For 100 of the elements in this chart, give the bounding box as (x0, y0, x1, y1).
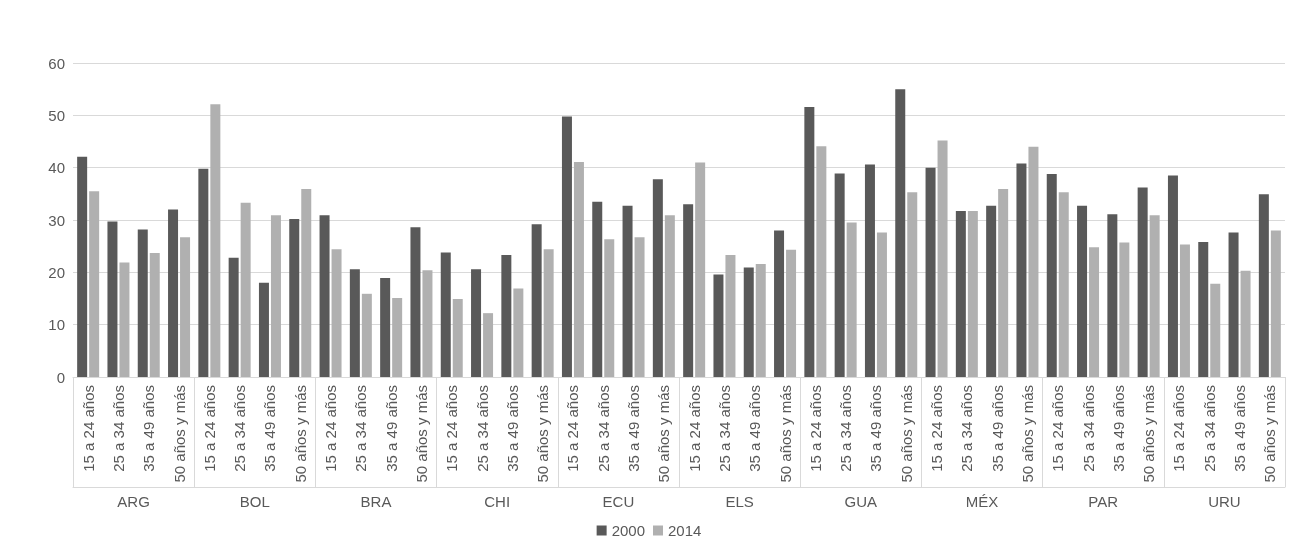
x-tick-label: 15 a 24 años (928, 385, 946, 472)
bar (573, 161, 584, 377)
x-tick-label: 25 a 34 años (352, 385, 370, 472)
x-tick-label: 50 años y más (291, 385, 309, 483)
y-tick-label: 10 (48, 316, 65, 334)
bar (925, 167, 936, 377)
bar (1028, 146, 1039, 377)
bar (513, 288, 524, 377)
y-tick-label: 30 (48, 211, 65, 229)
bar (198, 168, 209, 377)
bar (483, 313, 494, 377)
bar (937, 140, 948, 377)
bar (380, 278, 391, 377)
x-tick-label: 50 años y más (1140, 385, 1158, 483)
x-tick-label: 25 a 34 años (958, 385, 976, 472)
y-tick-label: 40 (48, 159, 65, 177)
bar (986, 205, 997, 377)
bar (1228, 232, 1239, 377)
bar (652, 179, 663, 377)
legend-label: 2000 (611, 522, 646, 539)
bar (1179, 244, 1190, 377)
bar (168, 209, 179, 377)
x-tick-label: 35 a 49 años (503, 385, 521, 472)
bar (270, 215, 281, 377)
bar (422, 270, 433, 377)
x-tick-label: 50 años y más (534, 385, 552, 483)
x-tick-label: 35 a 49 años (746, 385, 764, 472)
x-tick-label: 25 a 34 años (1079, 385, 1097, 472)
bar (713, 274, 724, 377)
bar (876, 232, 887, 377)
bar (501, 255, 512, 377)
bar (361, 293, 372, 377)
bar (1137, 187, 1148, 377)
x-tick-label: 50 años y más (1261, 385, 1279, 483)
bar (816, 146, 827, 377)
bar (89, 191, 100, 377)
x-tick-label: 50 años y más (412, 385, 430, 483)
bar (440, 252, 451, 377)
text: URU (1208, 493, 1241, 510)
x-tick-label: 25 a 34 años (473, 385, 491, 472)
y-tick-label: 60 (48, 54, 65, 72)
bar (998, 189, 1009, 377)
bar (955, 211, 966, 377)
bar (592, 201, 603, 377)
bar (410, 227, 421, 377)
y-tick-label: 20 (48, 263, 65, 281)
bar (1046, 173, 1057, 377)
x-tick-label: 15 a 24 años (200, 385, 218, 472)
bar (1119, 242, 1130, 377)
x-tick-label: 15 a 24 años (806, 385, 824, 472)
x-tick-label: 25 a 34 años (231, 385, 249, 472)
bar (1077, 205, 1088, 377)
bar (622, 205, 633, 377)
bar (664, 215, 675, 377)
bar (319, 215, 330, 377)
bar (755, 263, 766, 377)
bar (543, 249, 554, 377)
x-tick-label: 35 a 49 años (140, 385, 158, 472)
bar (1107, 214, 1118, 377)
x-tick-label: 25 a 34 años (715, 385, 733, 472)
x-tick-label: 50 años y más (170, 385, 188, 483)
bar (210, 104, 221, 377)
bar (1058, 192, 1069, 377)
bar (683, 204, 694, 377)
x-tick-label: 15 a 24 años (443, 385, 461, 472)
bar (895, 89, 906, 377)
bar (1198, 241, 1209, 377)
text: ECU (602, 493, 635, 510)
bar (907, 192, 918, 377)
bar (786, 249, 797, 377)
bar (119, 262, 130, 377)
x-tick-label: 15 a 24 años (685, 385, 703, 472)
bar (834, 173, 845, 377)
bar (471, 269, 482, 377)
bar (107, 221, 118, 377)
bar (137, 229, 148, 377)
bar (258, 282, 269, 377)
bar (531, 224, 542, 377)
bar (1258, 194, 1269, 377)
bar (1016, 163, 1027, 377)
bar (561, 116, 572, 377)
x-tick-label: 15 a 24 años (79, 385, 97, 472)
bar (228, 257, 239, 377)
x-tick-label: 25 a 34 años (109, 385, 127, 472)
x-tick-label: 15 a 24 años (322, 385, 340, 472)
text: MÉX (965, 493, 999, 510)
bar (77, 156, 88, 377)
bar (301, 189, 312, 377)
x-tick-label: 35 a 49 años (382, 385, 400, 472)
bar (604, 239, 615, 377)
x-tick-label: 50 años y más (776, 385, 794, 483)
text: BOL (239, 493, 270, 510)
bar (240, 202, 251, 377)
bar (846, 222, 857, 377)
x-tick-label: 35 a 49 años (1231, 385, 1249, 472)
bar (725, 255, 736, 377)
x-tick-label: 35 a 49 años (1109, 385, 1127, 472)
bar (331, 249, 342, 377)
bar (967, 211, 978, 377)
x-tick-label: 25 a 34 años (1200, 385, 1218, 472)
